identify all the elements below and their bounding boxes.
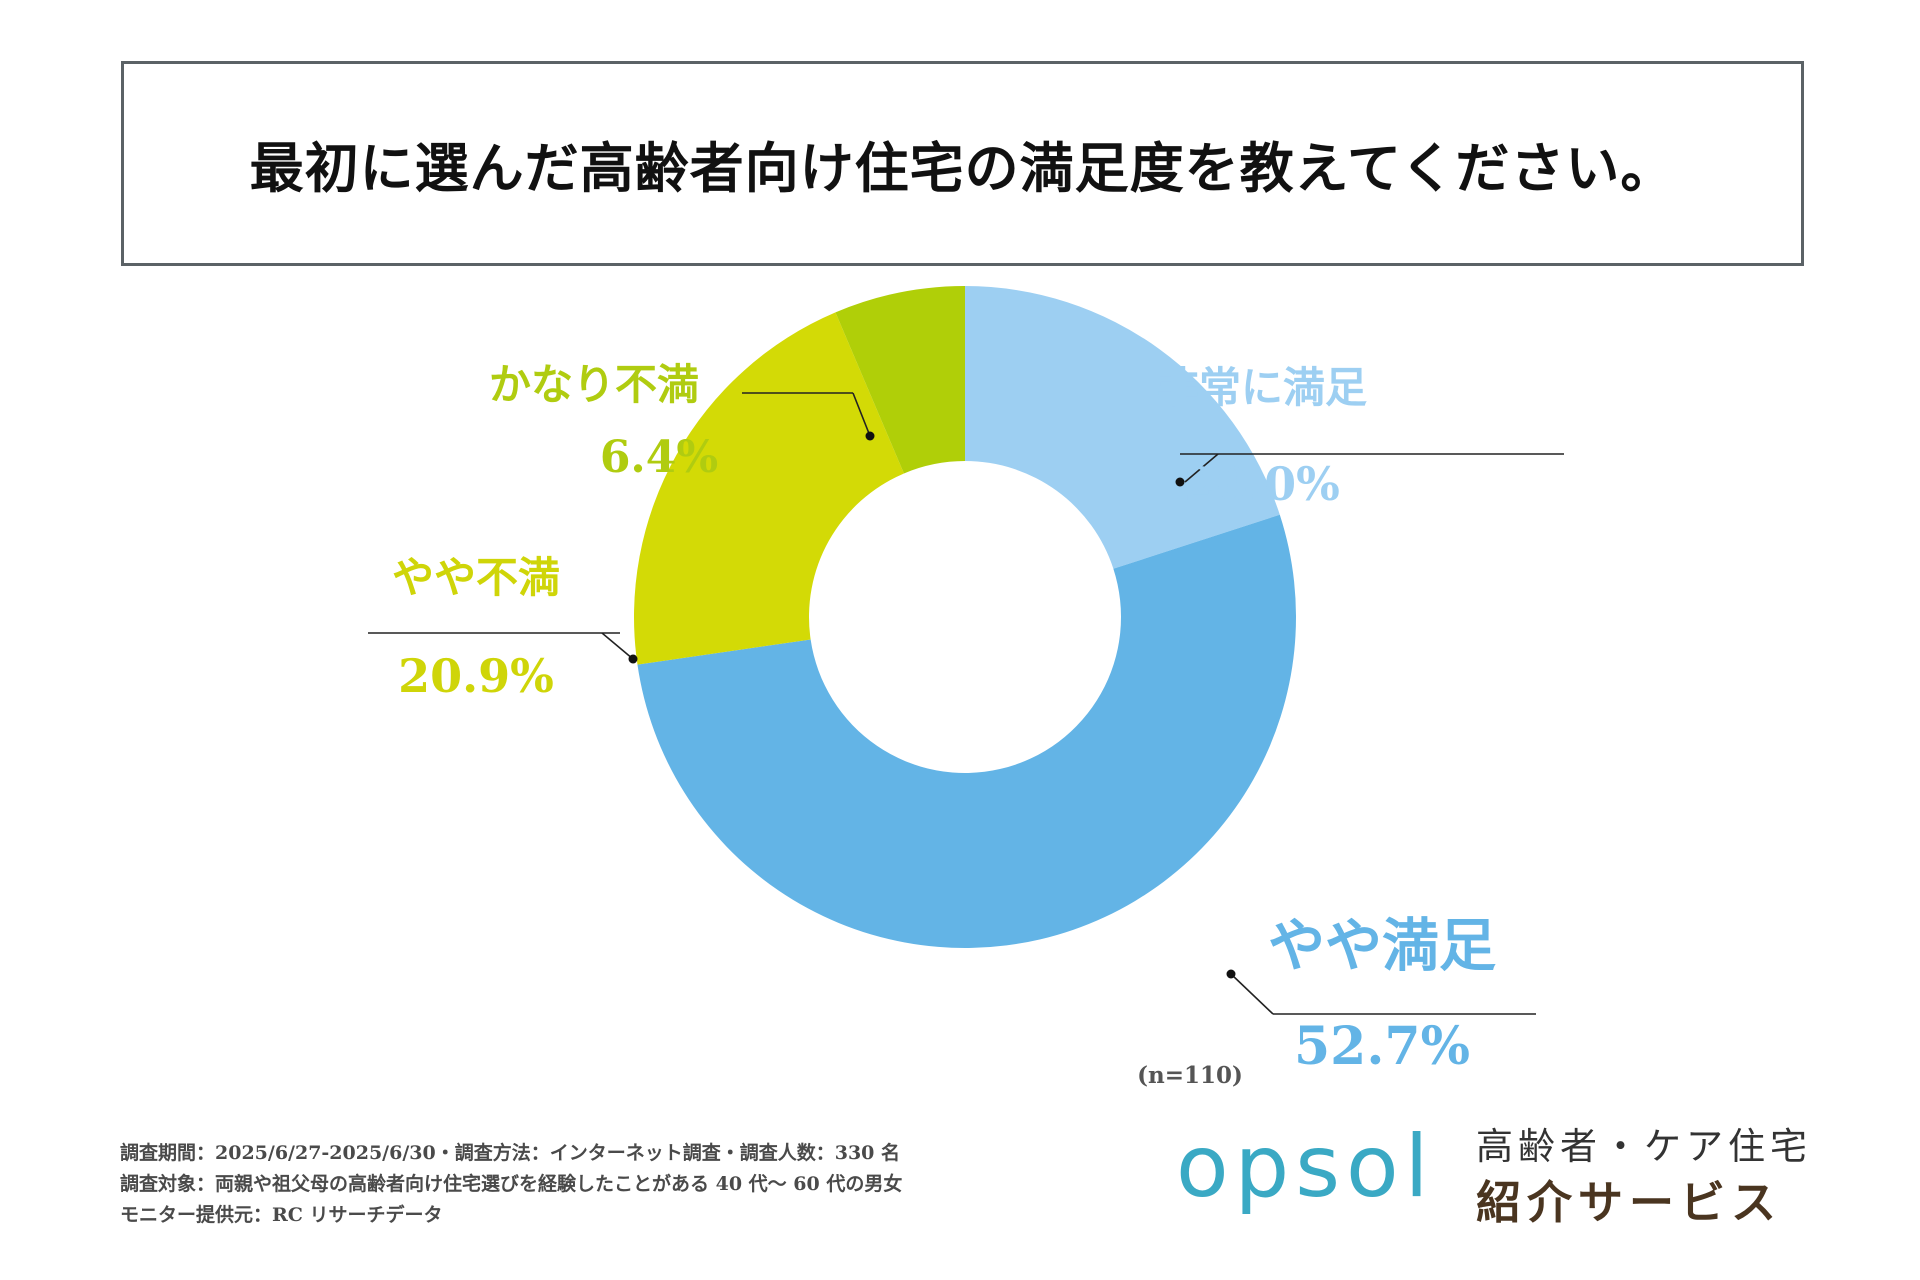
leader-bend-very-dissatisfied [852, 392, 871, 437]
label-category-very-satisfied: 非常に満足 [1157, 363, 1367, 412]
leader-bend-somewhat-satisfied [1230, 973, 1274, 1015]
label-category-somewhat-dissatisfied: やや不満 [392, 553, 560, 602]
leader-bend-very-satisfied [1184, 453, 1219, 483]
slice-somewhat-satisfied [637, 514, 1297, 949]
sample-size-label: (n=110) [1137, 1062, 1243, 1089]
label-value-very-dissatisfied: 6.4% [600, 432, 718, 483]
label-category-very-dissatisfied: かなり不満 [489, 360, 699, 409]
logo-tagline-2: 紹介サービス [1476, 1176, 1783, 1229]
slice-very-dissatisfied [835, 286, 965, 474]
leader-dot-somewhat-satisfied [1226, 969, 1236, 979]
survey-period-text: 調査期間：2025/6/27-2025/6/30・調査方法：インターネット調査・… [120, 1142, 901, 1164]
logo-wordmark: opsol [1176, 1117, 1435, 1217]
chart-title: 最初に選んだ高齢者向け住宅の満足度を教えてください。 [249, 136, 1676, 200]
survey-notes: 調査期間：2025/6/27-2025/6/30・調査方法：インターネット調査・… [120, 1138, 902, 1231]
label-category-somewhat-satisfied: やや満足 [1268, 912, 1496, 979]
title-box: 最初に選んだ高齢者向け住宅の満足度を教えてください。 [121, 61, 1804, 266]
leader-dot-very-satisfied [1175, 477, 1185, 487]
survey-target-text: 調査対象：両親や祖父母の高齢者向け住宅選びを経験したことがある 40 代〜 60… [120, 1173, 903, 1195]
brand-logo: opsol 高齢者・ケア住宅 紹介サービス [1176, 1110, 1816, 1250]
leader-dot-very-dissatisfied [865, 431, 875, 441]
label-value-somewhat-satisfied: 52.7% [1294, 1016, 1470, 1077]
monitor-source-text: モニター提供元：RC リサーチデータ [120, 1204, 443, 1226]
label-value-very-satisfied: 20.0% [1184, 457, 1340, 511]
logo-tagline-1: 高齢者・ケア住宅 [1476, 1125, 1812, 1168]
label-value-somewhat-dissatisfied: 20.9% [398, 649, 554, 703]
slice-very-satisfied [965, 286, 1280, 569]
leader-dot-somewhat-dissatisfied [628, 654, 638, 664]
leader-bend-somewhat-dissatisfied [601, 632, 634, 660]
slice-somewhat-dissatisfied [634, 312, 904, 665]
